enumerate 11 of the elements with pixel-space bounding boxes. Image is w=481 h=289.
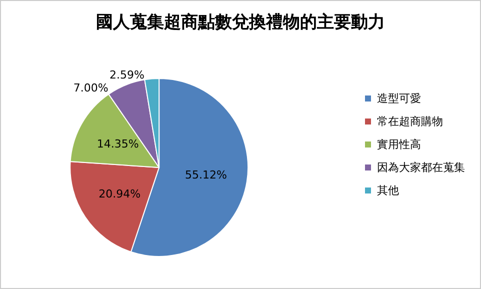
legend-label: 其他 xyxy=(377,184,399,197)
chart-title: 國人蒐集超商點數兌換禮物的主要動力 xyxy=(96,12,385,32)
data-label: 2.59% xyxy=(110,68,145,82)
legend-label: 實用性高 xyxy=(377,138,421,151)
data-label: 14.35% xyxy=(96,137,139,150)
legend-label: 常在超商購物 xyxy=(377,115,443,128)
legend-label: 造型可愛 xyxy=(377,92,421,105)
legend-label: 因為大家都在蒐集 xyxy=(377,161,465,174)
data-label: 55.12% xyxy=(184,168,227,182)
data-label: 20.94% xyxy=(98,187,141,200)
data-label: 7.00% xyxy=(73,81,108,94)
